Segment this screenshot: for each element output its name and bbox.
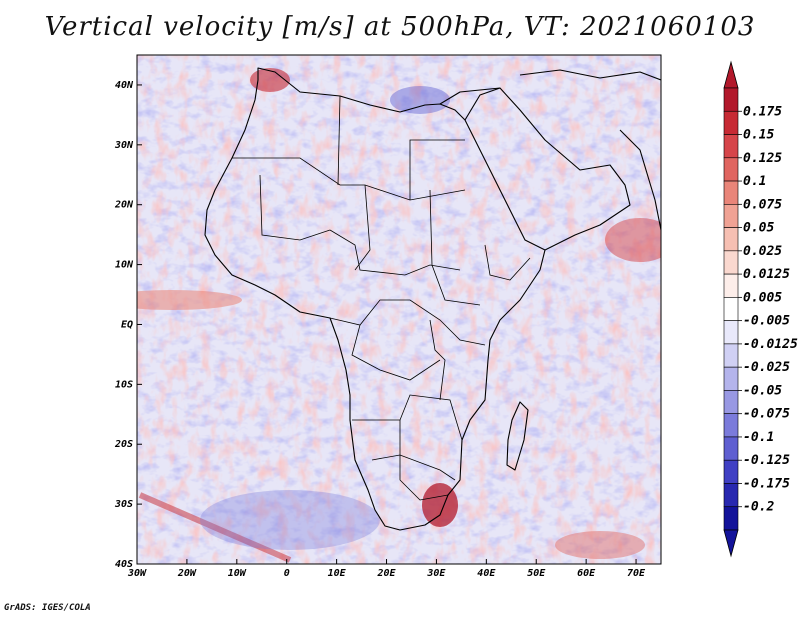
country-borders — [232, 95, 531, 501]
colorbar-swatch — [723, 157, 739, 182]
lon-tick-label: 40E — [477, 568, 496, 579]
colorbar-swatch — [723, 297, 739, 321]
colorbar-swatch — [723, 320, 739, 345]
arabian-sea-ascent — [605, 218, 661, 262]
colorbar-label: -0.0125 — [743, 337, 798, 352]
lat-tick-label: 30S — [114, 499, 133, 510]
colorbar-label: 0.1 — [743, 174, 766, 189]
colorbar-label: -0.125 — [743, 453, 790, 468]
lon-tick-label: 20E — [376, 568, 396, 579]
south-atlantic-front — [138, 492, 292, 563]
colorbar-label: -0.075 — [743, 407, 790, 422]
colorbar-label: -0.005 — [743, 314, 790, 329]
itcz-ascent-band — [137, 290, 242, 310]
colorbar-swatch — [723, 436, 739, 461]
coastlines — [204, 67, 661, 531]
longitude-axis: 30W 20W 10W 0 10E 20E 30E 40E 50E 60E 70E — [127, 559, 646, 579]
plot-frame — [136, 54, 662, 565]
lon-tick-label: 70E — [627, 568, 646, 579]
lat-tick-label: EQ — [121, 319, 133, 330]
colorbar-label: -0.05 — [743, 383, 782, 398]
colorbar-label: 0.05 — [743, 221, 774, 236]
latitude-axis: 40N 30N 20N 10N EQ 10S 20S 30S 40S — [114, 80, 142, 570]
lat-tick-label: 10N — [115, 260, 134, 271]
colorbar-label: 0.0125 — [743, 267, 790, 282]
colorbar-label: 0.025 — [743, 244, 782, 259]
morocco-ascent — [250, 68, 290, 92]
map-title: Vertical velocity [m/s] at 500hPa, VT: 2… — [44, 12, 756, 42]
lon-tick-label: 10E — [328, 568, 347, 579]
colorbar-swatch — [723, 134, 739, 159]
lat-tick-label: 20S — [114, 439, 133, 450]
lon-tick-label: 20W — [177, 568, 197, 579]
colorbar: 0.175 0.15 0.125 0.1 0.075 0.05 0.025 0.0125 0.0… — [723, 60, 798, 558]
lat-tick-label: 40N — [115, 80, 134, 91]
colorbar-label: 0.075 — [743, 197, 782, 212]
colorbar-swatch — [723, 343, 739, 368]
lat-tick-label: 40S — [115, 559, 133, 570]
lon-tick-label: 0 — [284, 568, 290, 579]
colorbar-swatch — [723, 204, 739, 228]
mediterranean-descent — [390, 86, 450, 114]
velocity-field — [137, 55, 661, 564]
colorbar-swatch — [723, 459, 739, 484]
colorbar-swatch — [723, 390, 739, 414]
colorbar-top-arrow — [723, 60, 739, 89]
colorbar-swatch — [723, 180, 739, 205]
colorbar-swatch — [723, 483, 739, 508]
lon-tick-label: 60E — [577, 568, 596, 579]
colorbar-swatch — [723, 413, 739, 438]
southern-ocean-ascent — [555, 531, 645, 559]
lon-tick-label: 30E — [426, 568, 446, 579]
colorbar-swatch — [723, 227, 739, 252]
colorbar-swatch — [723, 87, 739, 112]
lon-tick-label: 50E — [527, 568, 546, 579]
colorbar-swatch — [723, 110, 739, 135]
colorbar-label: 0.15 — [743, 128, 774, 143]
colorbar-bottom-arrow — [723, 529, 739, 558]
lat-tick-label: 20N — [114, 200, 134, 211]
lat-tick-label: 30N — [114, 140, 134, 151]
colorbar-label: -0.1 — [743, 430, 774, 445]
grads-credit: GrADS: IGES/COLA — [4, 603, 91, 613]
lon-tick-label: 30W — [127, 568, 147, 579]
south-atlantic-descent — [200, 490, 380, 550]
colorbar-label: 0.175 — [743, 104, 782, 119]
colorbar-swatch — [723, 273, 739, 298]
colorbar-swatch — [723, 506, 739, 531]
lat-tick-label: 10S — [115, 379, 133, 390]
colorbar-label: 0.005 — [743, 290, 782, 305]
colorbar-swatch — [723, 366, 739, 391]
colorbar-label: -0.025 — [743, 360, 790, 375]
lon-tick-label: 10W — [228, 568, 247, 579]
colorbar-label: 0.125 — [743, 151, 782, 166]
colorbar-label: -0.2 — [743, 500, 774, 515]
colorbar-swatch — [723, 250, 739, 275]
colorbar-label: -0.175 — [743, 476, 790, 491]
